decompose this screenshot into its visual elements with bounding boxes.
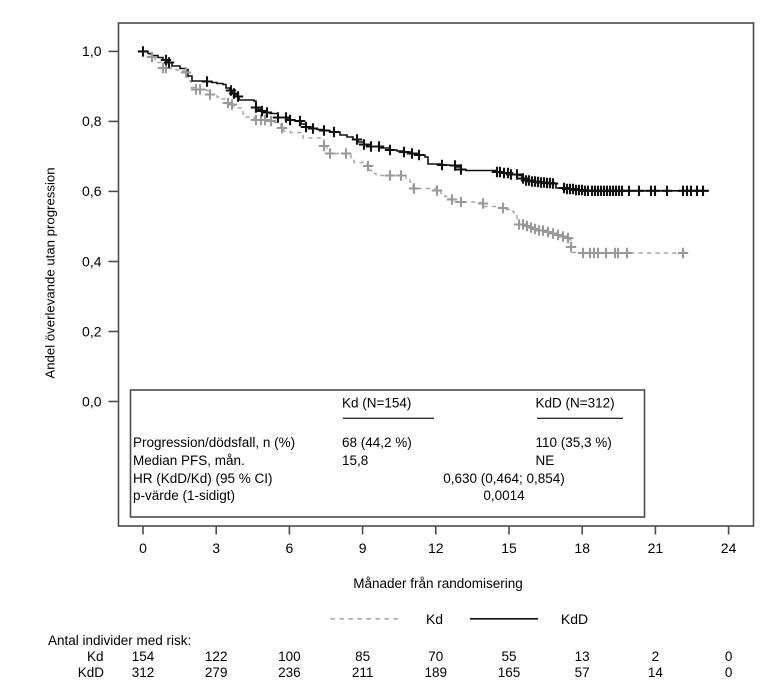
svg-text:57: 57 (575, 665, 590, 680)
svg-text:Kd (N=154): Kd (N=154) (342, 396, 411, 411)
svg-text:122: 122 (205, 649, 228, 664)
svg-text:9: 9 (359, 540, 367, 556)
svg-text:236: 236 (278, 665, 301, 680)
svg-text:1,0: 1,0 (82, 43, 102, 59)
svg-text:0,4: 0,4 (82, 253, 102, 269)
svg-text:0,0014: 0,0014 (483, 488, 525, 503)
svg-text:13: 13 (575, 649, 590, 664)
svg-text:24: 24 (721, 540, 737, 556)
svg-text:12: 12 (428, 540, 444, 556)
svg-text:KdD: KdD (78, 665, 105, 680)
svg-text:0: 0 (725, 665, 733, 680)
svg-text:0: 0 (725, 649, 733, 664)
svg-text:110 (35,3 %): 110 (35,3 %) (536, 435, 612, 450)
svg-text:100: 100 (278, 649, 301, 664)
svg-text:NE: NE (536, 453, 555, 468)
svg-text:Andel överlevande utan progres: Andel överlevande utan progression (43, 167, 58, 378)
svg-text:70: 70 (428, 649, 443, 664)
svg-text:15: 15 (501, 540, 517, 556)
svg-text:211: 211 (352, 665, 374, 680)
svg-text:Median PFS, mån.: Median PFS, mån. (133, 453, 245, 468)
svg-text:85: 85 (355, 649, 370, 664)
svg-text:14: 14 (648, 665, 664, 680)
svg-text:p-värde (1-sidigt): p-värde (1-sidigt) (133, 488, 235, 503)
svg-text:Antal individer med risk:: Antal individer med risk: (48, 633, 191, 648)
svg-text:Progression/dödsfall, n (%): Progression/dödsfall, n (%) (133, 435, 295, 450)
svg-text:154: 154 (132, 649, 155, 664)
svg-text:279: 279 (205, 665, 228, 680)
svg-text:0,0: 0,0 (82, 393, 102, 409)
svg-text:55: 55 (501, 649, 516, 664)
svg-text:6: 6 (286, 540, 294, 556)
svg-text:18: 18 (574, 540, 590, 556)
svg-text:Kd: Kd (426, 611, 443, 627)
svg-text:0,6: 0,6 (82, 183, 102, 199)
svg-text:HR (KdD/Kd) (95 % CI): HR (KdD/Kd) (95 % CI) (133, 471, 273, 486)
svg-text:189: 189 (425, 665, 448, 680)
svg-text:165: 165 (498, 665, 521, 680)
svg-text:0: 0 (139, 540, 147, 556)
svg-text:21: 21 (648, 540, 664, 556)
svg-text:0,8: 0,8 (82, 113, 102, 129)
svg-text:68 (44,2 %): 68 (44,2 %) (342, 435, 412, 450)
svg-text:312: 312 (132, 665, 155, 680)
svg-text:3: 3 (212, 540, 220, 556)
svg-text:Månader från randomisering: Månader från randomisering (353, 576, 523, 591)
svg-text:Kd: Kd (87, 649, 104, 664)
svg-text:2: 2 (652, 649, 660, 664)
svg-text:KdD: KdD (561, 611, 588, 627)
svg-text:KdD (N=312): KdD (N=312) (536, 396, 615, 411)
svg-text:15,8: 15,8 (342, 453, 368, 468)
svg-text:0,2: 0,2 (82, 323, 102, 339)
svg-text:0,630 (0,464; 0,854): 0,630 (0,464; 0,854) (443, 471, 565, 486)
